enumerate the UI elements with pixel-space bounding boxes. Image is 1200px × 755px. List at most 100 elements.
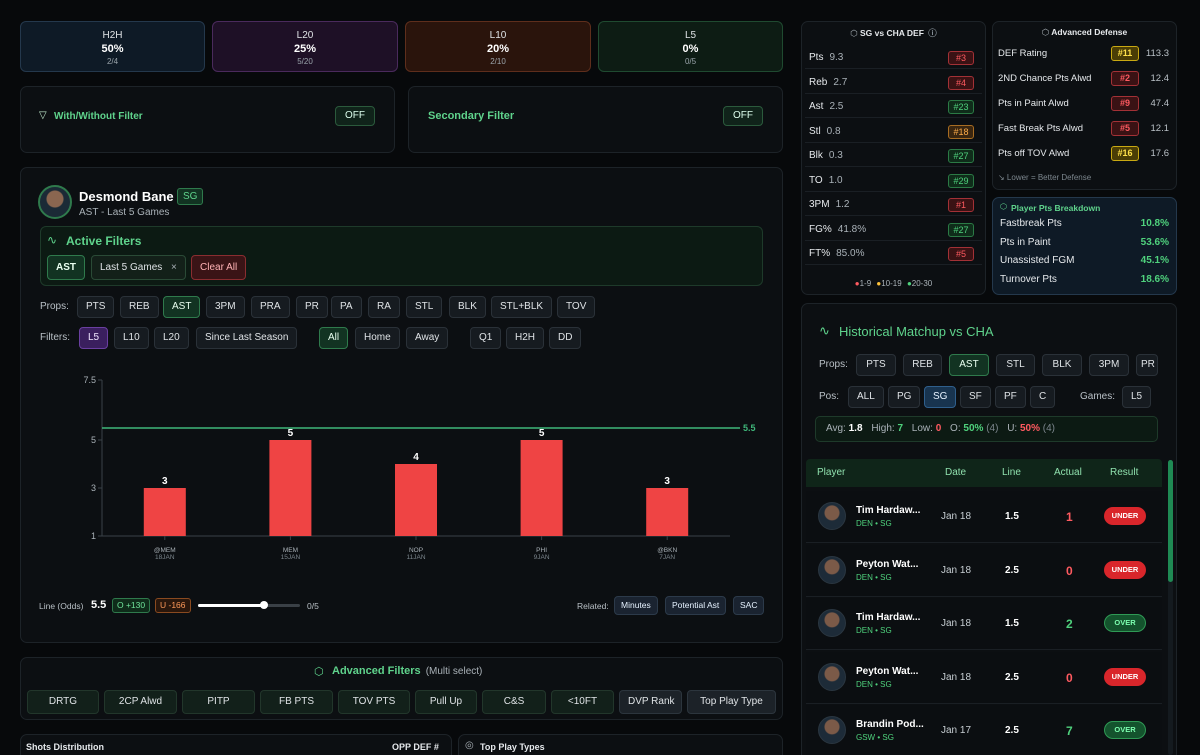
hist-prop-blk[interactable]: BLK (1042, 354, 1082, 376)
filter-home[interactable]: Home (355, 327, 400, 349)
rank-badge: #9 (1111, 96, 1139, 111)
hist-prop-pr[interactable]: PR (1136, 354, 1158, 376)
stat-value: 2.5 (829, 101, 844, 112)
adv-filter-fb-pts[interactable]: FB PTS (260, 690, 333, 714)
prop-pr[interactable]: PR (296, 296, 328, 318)
adv-filter-pull-up[interactable]: Pull Up (415, 690, 477, 714)
filter-all[interactable]: All (319, 327, 349, 349)
hist-pos-sf[interactable]: SF (960, 386, 991, 408)
player-avatar (818, 609, 846, 637)
hist-pos-sg[interactable]: SG (924, 386, 957, 408)
player-name[interactable]: Peyton Wat... (856, 665, 919, 677)
scrollbar-thumb[interactable] (1168, 460, 1173, 582)
adv-filter-10ft[interactable]: <10FT (551, 690, 614, 714)
adv-filter-tov-pts[interactable]: TOV PTS (338, 690, 410, 714)
hit-card-h2h[interactable]: H2H 50% 2/4 (20, 21, 205, 72)
hist-prop-stl[interactable]: STL (996, 354, 1035, 376)
prop-pa[interactable]: PA (331, 296, 362, 318)
adv-filter-cs[interactable]: C&S (482, 690, 546, 714)
table-row[interactable]: Tim Hardaw... DEN • SG Jan 18 1.5 1 UNDER (806, 491, 1162, 543)
hist-prop-3pm[interactable]: 3PM (1089, 354, 1129, 376)
x-tick-date: 7JAN (659, 554, 675, 561)
hist-prop-ast[interactable]: AST (949, 354, 989, 376)
col-player[interactable]: Player (817, 467, 846, 478)
adv-filter-dvp-rank[interactable]: DVP Rank (619, 690, 682, 714)
player-name[interactable]: Peyton Wat... (856, 558, 919, 570)
prop-ast[interactable]: AST (163, 296, 201, 318)
adv-filter-2cp-alwd[interactable]: 2CP Alwd (104, 690, 177, 714)
stat-value: 41.8% (837, 223, 867, 235)
active-filter-chip-last5[interactable]: Last 5 Games × (91, 255, 186, 280)
secondary-filter-toggle[interactable]: OFF (723, 106, 763, 126)
adv-filter-top-play-type[interactable]: Top Play Type (687, 690, 776, 714)
col-actual[interactable]: Actual (1054, 467, 1082, 478)
prop-blk[interactable]: BLK (449, 296, 486, 318)
adv-filter-drtg[interactable]: DRTG (27, 690, 99, 714)
filter-since-last-season[interactable]: Since Last Season (196, 327, 298, 349)
prop-reb[interactable]: REB (120, 296, 159, 318)
prop-stl[interactable]: STL (406, 296, 443, 318)
filter-dd[interactable]: DD (549, 327, 582, 349)
hist-pos-all[interactable]: ALL (848, 386, 884, 408)
info-icon[interactable]: ⓘ (928, 28, 937, 38)
filter-l5[interactable]: L5 (79, 327, 109, 349)
stat-label: Blk 0.3 (809, 150, 843, 161)
filter-away[interactable]: Away (406, 327, 449, 349)
hist-games-l5[interactable]: L5 (1122, 386, 1152, 408)
table-row[interactable]: Peyton Wat... DEN • SG Jan 18 2.5 0 UNDER (806, 651, 1162, 704)
filter-q1[interactable]: Q1 (470, 327, 502, 349)
hist-prop-pts[interactable]: PTS (856, 354, 896, 376)
rank-badge: #23 (948, 100, 974, 114)
col-result[interactable]: Result (1110, 467, 1139, 478)
prop-stl-blk[interactable]: STL+BLK (491, 296, 553, 318)
hit-card-l5[interactable]: L5 0% 0/5 (598, 21, 783, 72)
prop-3pm[interactable]: 3PM (206, 296, 245, 318)
line-slider[interactable] (198, 601, 300, 609)
adv-filter-pitp[interactable]: PITP (182, 690, 255, 714)
under-odds-badge[interactable]: U -166 (155, 598, 191, 613)
hist-pos-pf[interactable]: PF (995, 386, 1026, 408)
table-row[interactable]: Tim Hardaw... DEN • SG Jan 18 1.5 2 OVER (806, 598, 1162, 650)
related-minutes-button[interactable]: Minutes (614, 596, 658, 615)
player-avatar (818, 502, 846, 530)
hist-pos-pg[interactable]: PG (888, 386, 921, 408)
prop-line: 2.5 (1005, 671, 1019, 683)
rank-badge: #5 (1111, 121, 1139, 136)
rank-badge: #3 (948, 51, 974, 65)
game-date: Jan 18 (941, 511, 972, 522)
filter-h2h[interactable]: H2H (506, 327, 545, 349)
clear-all-button[interactable]: Clear All (191, 255, 247, 280)
advanced-defense-list: DEF Rating #11 113.3 2ND Chance Pts Alwd #2 1… (994, 43, 1173, 168)
col-date[interactable]: Date (945, 467, 967, 478)
line-odds-label: Line (Odds) (39, 601, 84, 611)
with-without-toggle[interactable]: OFF (335, 106, 375, 126)
player-name[interactable]: Tim Hardaw... (856, 612, 921, 623)
table-row[interactable]: Brandin Pod... GSW • SG Jan 17 2.5 7 OVER (806, 705, 1162, 755)
table-row[interactable]: Peyton Wat... DEN • SG Jan 18 2.5 0 UNDER (806, 544, 1162, 597)
prop-pts[interactable]: PTS (77, 296, 115, 318)
x-tick-label: PHI (536, 547, 547, 554)
shield-icon: ⬡ (850, 28, 860, 38)
hit-card-l10[interactable]: L10 20% 2/10 (405, 21, 591, 72)
prop-tov[interactable]: TOV (557, 296, 596, 318)
line-slider-thumb[interactable] (260, 601, 269, 609)
player-name[interactable]: Brandin Pod... (856, 719, 924, 730)
hist-prop-reb[interactable]: REB (903, 354, 942, 376)
over-odds-badge[interactable]: O +130 (112, 598, 151, 613)
filter-l20[interactable]: L20 (154, 327, 189, 349)
bar-value-label: 3 (664, 476, 670, 487)
active-filter-chip-ast[interactable]: AST (47, 255, 85, 280)
hist-pos-c[interactable]: C (1030, 386, 1056, 408)
scrollbar-track[interactable] (1168, 460, 1173, 755)
filter-l10[interactable]: L10 (114, 327, 149, 349)
stat-label: 2ND Chance Pts Alwd (998, 73, 1092, 84)
prop-pra[interactable]: PRA (251, 296, 290, 318)
opp-def-label: OPP DEF # (392, 742, 439, 752)
hit-card-l20[interactable]: L20 25% 5/20 (212, 21, 398, 72)
related-potential-ast-button[interactable]: Potential Ast (665, 596, 727, 615)
player-name[interactable]: Tim Hardaw... (856, 505, 921, 516)
related-sac-button[interactable]: SAC (733, 596, 765, 615)
close-icon[interactable]: × (171, 262, 177, 273)
prop-ra[interactable]: RA (368, 296, 400, 318)
col-line[interactable]: Line (1002, 467, 1021, 478)
